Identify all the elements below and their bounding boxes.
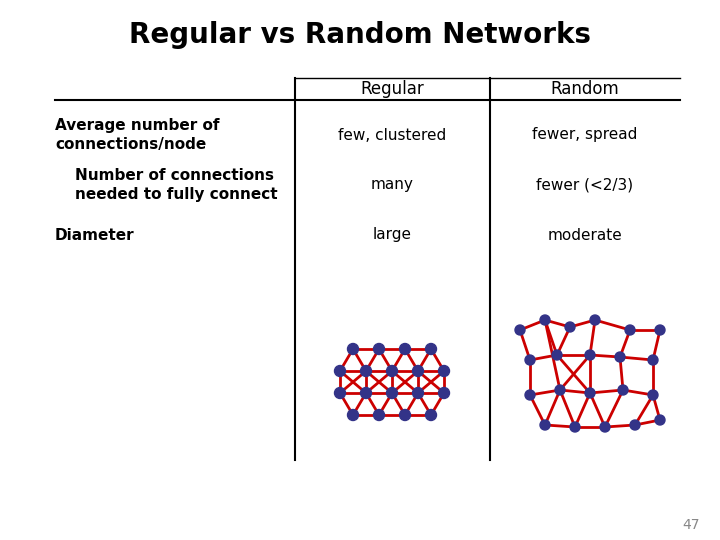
Circle shape (400, 409, 410, 421)
Text: Random: Random (551, 80, 619, 98)
Circle shape (525, 390, 535, 400)
Circle shape (348, 409, 359, 421)
Circle shape (335, 366, 346, 376)
Circle shape (374, 343, 384, 354)
Circle shape (525, 355, 535, 365)
Circle shape (565, 322, 575, 332)
Text: Regular vs Random Networks: Regular vs Random Networks (129, 21, 591, 49)
Text: 47: 47 (683, 518, 700, 532)
Circle shape (374, 409, 384, 421)
Text: Diameter: Diameter (55, 227, 135, 242)
Circle shape (615, 352, 625, 362)
Text: Average number of
connections/node: Average number of connections/node (55, 118, 220, 152)
Circle shape (387, 388, 397, 399)
Circle shape (540, 420, 550, 430)
Text: few, clustered: few, clustered (338, 127, 446, 143)
Circle shape (585, 350, 595, 360)
Circle shape (655, 415, 665, 425)
Text: moderate: moderate (548, 227, 622, 242)
Circle shape (630, 420, 640, 430)
Circle shape (361, 366, 372, 376)
Text: Regular: Regular (361, 80, 424, 98)
Circle shape (648, 355, 658, 365)
Text: fewer (<2/3): fewer (<2/3) (536, 178, 634, 192)
Circle shape (540, 315, 550, 325)
Circle shape (426, 343, 436, 354)
Circle shape (655, 325, 665, 335)
Circle shape (400, 343, 410, 354)
Circle shape (555, 385, 565, 395)
Circle shape (570, 422, 580, 432)
Circle shape (625, 325, 635, 335)
Text: fewer, spread: fewer, spread (532, 127, 638, 143)
Circle shape (426, 409, 436, 421)
Circle shape (590, 315, 600, 325)
Text: Number of connections
needed to fully connect: Number of connections needed to fully co… (75, 167, 278, 202)
Circle shape (515, 325, 525, 335)
Circle shape (413, 366, 423, 376)
Circle shape (552, 350, 562, 360)
Circle shape (600, 422, 610, 432)
Circle shape (648, 390, 658, 400)
Circle shape (361, 388, 372, 399)
Circle shape (335, 388, 346, 399)
Circle shape (438, 366, 449, 376)
Circle shape (618, 385, 628, 395)
Circle shape (438, 388, 449, 399)
Circle shape (387, 366, 397, 376)
Text: many: many (371, 178, 414, 192)
Circle shape (585, 388, 595, 398)
Text: large: large (373, 227, 412, 242)
Circle shape (413, 388, 423, 399)
Circle shape (348, 343, 359, 354)
